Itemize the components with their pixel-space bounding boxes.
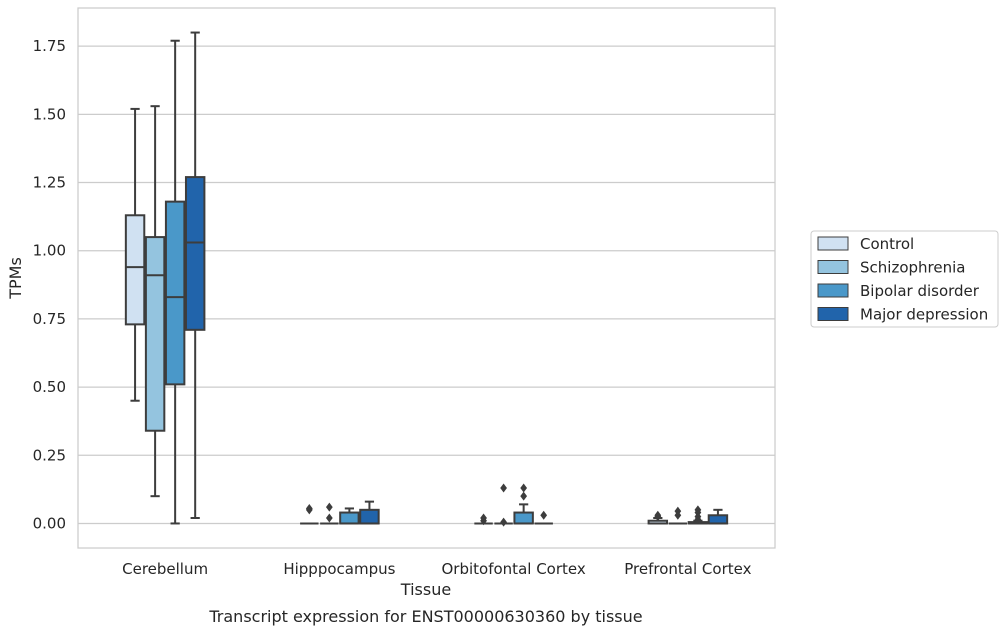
outlier-point [325, 502, 333, 512]
box-0-2 [164, 39, 186, 525]
y-tick-label: 1.75 [33, 37, 66, 55]
box-2-3 [534, 510, 553, 525]
x-axis-ticks: Cerebellum Hipppocampus Orbitofontal Corte… [122, 560, 751, 578]
chart-title: Transcript expression for ENST0000063036… [208, 607, 642, 626]
y-tick-label: 1.50 [33, 105, 66, 123]
legend-entries: Control Schizophrenia Bipolar disorder Majo… [817, 235, 988, 324]
box-0-1 [144, 105, 166, 498]
x-tick-label: Prefrontal Cortex [624, 560, 751, 578]
plot-frame [77, 7, 776, 549]
boxes [124, 31, 729, 527]
legend-frame [810, 230, 999, 328]
y-axis-ticks: 0.00 0.25 0.50 0.75 1.00 1.25 1.50 1.75 [33, 37, 66, 532]
outlier-point [520, 491, 528, 501]
y-axis-title: TPMs [6, 257, 25, 300]
legend-label: Schizophrenia [860, 259, 965, 277]
box-body [707, 514, 729, 525]
x-tick-label: Orbitofontal Cortex [442, 560, 586, 578]
box-3-1 [668, 506, 688, 525]
legend-label: Bipolar disorder [860, 282, 980, 300]
box-3-3 [707, 508, 729, 525]
box-2-0 [474, 513, 493, 526]
y-tick-label: 1.25 [33, 174, 66, 192]
legend-label: Control [860, 235, 914, 253]
box-body [124, 214, 146, 326]
box-3-2 [687, 505, 709, 525]
outlier-point [480, 513, 487, 523]
legend: Control Schizophrenia Bipolar disorder Majo… [810, 230, 999, 328]
outlier-point [520, 483, 528, 493]
outlier-point [500, 483, 507, 493]
y-tick-label: 1.00 [33, 242, 66, 260]
x-tick-label: Cerebellum [122, 560, 208, 578]
box-body [359, 508, 380, 525]
box-1-0 [300, 503, 319, 525]
y-tick-label: 0.25 [33, 446, 66, 464]
box-body [164, 200, 186, 386]
legend-label: Major depression [860, 306, 988, 324]
x-axis-title: Tissue [400, 580, 451, 599]
outlier-point [500, 517, 507, 527]
box-1-2 [339, 507, 360, 525]
box-3-0 [647, 510, 669, 525]
box-2-1 [494, 483, 513, 527]
outlier-point [674, 506, 682, 516]
box-body [184, 176, 206, 331]
box-body [339, 511, 360, 525]
box-body [513, 511, 534, 525]
outlier-point [540, 510, 548, 520]
y-tick-label: 0.75 [33, 310, 66, 328]
outlier-point [694, 505, 702, 515]
box-0-3 [184, 31, 206, 519]
box-1-3 [359, 500, 380, 525]
legend-swatch [817, 307, 849, 321]
y-tick-label: 0.00 [33, 514, 66, 532]
legend-swatch [817, 283, 849, 298]
legend-swatch [817, 260, 849, 274]
box-2-2 [513, 483, 534, 525]
outlier-point [325, 513, 333, 523]
outlier-point [305, 503, 313, 513]
box-0-0 [124, 107, 146, 402]
legend-swatch [817, 236, 849, 251]
outlier-point [654, 510, 662, 520]
box-1-1 [320, 502, 339, 525]
x-tick-label: Hipppocampus [283, 560, 395, 578]
y-tick-label: 0.50 [33, 378, 66, 396]
box-body [144, 236, 166, 432]
